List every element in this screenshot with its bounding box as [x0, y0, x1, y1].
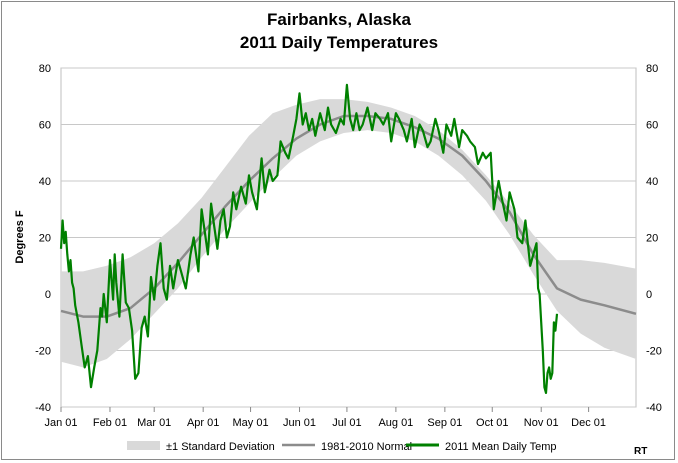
x-tick-label: Dec 01 [571, 417, 606, 429]
y-tick-label-right: 60 [646, 120, 658, 132]
x-tick-label: May 01 [233, 417, 269, 429]
y-tick-label-right: 40 [646, 176, 658, 188]
legend-label-band: ±1 Standard Deviation [166, 441, 275, 453]
y-tick-label-right: -20 [646, 346, 662, 358]
chart-subtitle: 2011 Daily Temperatures [239, 33, 439, 52]
x-tick-label: Nov 01 [524, 417, 559, 429]
y-tick-label-right: 0 [646, 289, 652, 301]
x-tick-label: Oct 01 [476, 417, 508, 429]
x-tick-label: Jan 01 [44, 417, 77, 429]
x-tick-label: Jun 01 [283, 417, 316, 429]
legend: ±1 Standard Deviation 1981-2010 Normal 2… [127, 441, 557, 453]
y-tick-label-right: -40 [646, 402, 662, 414]
x-axis: Jan 01 Feb 01 Mar 01 Apr 01 May 01 Jun 01 Jul … [44, 407, 606, 429]
y-axis-right: 80 60 40 20 0 -20 -40 [646, 63, 662, 414]
x-tick-label: Feb 01 [93, 417, 127, 429]
x-tick-label: Apr 01 [187, 417, 219, 429]
y-tick-label-left: 20 [39, 233, 51, 245]
legend-label-temp: 2011 Mean Daily Temp [445, 441, 557, 453]
y-axis-left: 80 60 40 20 0 -20 -40 [35, 63, 51, 414]
y-tick-label-left: 60 [39, 120, 51, 132]
y-tick-label-right: 80 [646, 63, 658, 75]
legend-swatch-band [127, 441, 160, 450]
y-tick-label-left: 40 [39, 176, 51, 188]
temp-line [59, 83, 559, 394]
y-tick-label-left: -40 [35, 402, 51, 414]
y-tick-label-left: 0 [45, 289, 51, 301]
x-tick-label: Sep 01 [427, 417, 462, 429]
y-axis-label: Degrees F [14, 210, 26, 263]
x-tick-label: Jul 01 [332, 417, 361, 429]
x-tick-label: Aug 01 [378, 417, 413, 429]
y-tick-label-right: 20 [646, 233, 658, 245]
temp-series-line [59, 83, 559, 394]
legend-label-normal: 1981-2010 Normal [321, 441, 412, 453]
y-tick-label-left: 80 [39, 63, 51, 75]
y-tick-label-left: -20 [35, 346, 51, 358]
x-tick-label: Mar 01 [137, 417, 171, 429]
chart-title: Fairbanks, Alaska [267, 10, 411, 29]
rt-annotation: RT [634, 446, 647, 457]
